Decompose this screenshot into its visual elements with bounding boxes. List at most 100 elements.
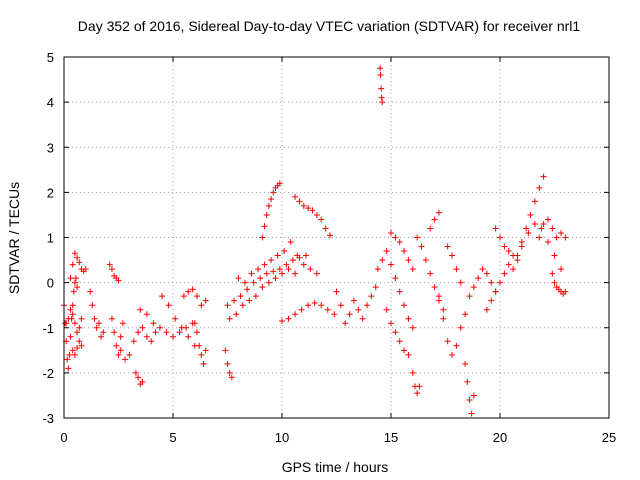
- data-point: [64, 356, 71, 363]
- data-point: [69, 261, 76, 268]
- data-point: [156, 324, 163, 331]
- data-point: [106, 261, 113, 268]
- tick-layer: 0 5 10 15 20 25 -3 -2 -1 0 1 2 3 4 5: [42, 50, 616, 445]
- y-tick-label: -3: [42, 411, 54, 426]
- x-tick-label: 5: [169, 430, 176, 445]
- data-point: [259, 234, 266, 241]
- data-point: [87, 288, 94, 295]
- data-point: [272, 275, 279, 282]
- data-point: [261, 223, 268, 230]
- data-point: [65, 365, 72, 372]
- data-point: [457, 279, 464, 286]
- data-point: [540, 220, 547, 227]
- data-point: [444, 338, 451, 345]
- series-arc-y: [388, 229, 416, 273]
- data-point: [466, 293, 473, 300]
- data-point: [497, 279, 503, 286]
- data-point: [263, 270, 270, 277]
- data-point: [350, 297, 357, 304]
- series-arc-b: [63, 306, 85, 336]
- data-point: [108, 266, 115, 273]
- data-point: [346, 311, 353, 318]
- series-arc-f: [106, 261, 122, 284]
- data-point: [305, 205, 312, 212]
- points-layer: [61, 65, 569, 417]
- series-arc-ad: [444, 243, 464, 286]
- series-arc-q: [235, 239, 320, 286]
- data-point: [518, 243, 525, 250]
- data-point: [405, 315, 412, 322]
- data-point: [74, 345, 81, 352]
- data-point: [379, 257, 386, 264]
- data-point: [440, 306, 447, 313]
- data-point: [71, 250, 78, 257]
- data-point: [544, 216, 551, 223]
- data-point: [401, 302, 408, 309]
- data-point: [488, 297, 495, 304]
- data-point: [95, 320, 102, 327]
- data-point: [76, 324, 83, 331]
- x-tick-label: 10: [275, 430, 289, 445]
- data-point: [470, 392, 477, 399]
- data-point: [470, 284, 477, 291]
- data-point: [549, 225, 556, 232]
- data-point: [322, 225, 329, 232]
- data-point: [198, 351, 205, 358]
- data-point: [396, 239, 403, 246]
- data-point: [244, 286, 251, 293]
- y-tick-label: 4: [47, 95, 54, 110]
- data-point: [505, 261, 512, 268]
- series-arc-e: [87, 288, 107, 340]
- data-point: [268, 196, 275, 203]
- series-arc-z: [409, 369, 423, 397]
- data-point: [226, 369, 233, 376]
- data-point: [457, 324, 464, 331]
- data-point: [268, 257, 275, 264]
- data-point: [233, 311, 240, 318]
- series-arc-ac: [435, 293, 469, 358]
- data-point: [405, 257, 412, 264]
- data-point: [65, 315, 72, 322]
- series-arc-i: [132, 369, 146, 388]
- series-arc-h: [117, 324, 159, 363]
- data-point: [279, 317, 285, 324]
- data-point: [108, 315, 115, 322]
- data-point: [143, 333, 150, 340]
- series-arc-r: [259, 180, 283, 241]
- data-point: [248, 270, 255, 277]
- series-arc-l: [180, 286, 209, 309]
- data-point: [378, 94, 385, 101]
- data-point: [185, 288, 192, 295]
- y-tick-label: -1: [42, 321, 54, 336]
- data-point: [193, 293, 200, 300]
- data-point: [309, 207, 316, 214]
- y-axis-label: SDTVAR / TECUs: [6, 182, 22, 294]
- data-point: [283, 261, 290, 268]
- series-arc-aa: [414, 234, 447, 313]
- data-point: [196, 342, 203, 349]
- data-point: [252, 293, 259, 300]
- data-point: [178, 324, 185, 331]
- data-point: [527, 211, 534, 218]
- data-point: [137, 306, 144, 313]
- data-point: [285, 266, 292, 273]
- data-point: [130, 338, 137, 345]
- data-point: [377, 65, 384, 72]
- data-point: [475, 275, 482, 282]
- data-point: [67, 275, 74, 282]
- series-arc-g: [108, 315, 126, 358]
- data-point: [285, 315, 292, 322]
- data-point: [466, 396, 473, 403]
- data-point: [296, 198, 303, 205]
- chart-title: Day 352 of 2016, Sidereal Day-to-day VTE…: [78, 18, 581, 34]
- data-point: [78, 315, 85, 322]
- y-tick-label: 2: [47, 185, 54, 200]
- data-point: [150, 320, 157, 327]
- data-point: [165, 302, 172, 309]
- series-arc-ai: [510, 173, 547, 273]
- series-arc-v: [377, 65, 386, 106]
- series-arc-p: [226, 266, 299, 322]
- data-point: [224, 302, 231, 309]
- data-point: [228, 374, 235, 381]
- data-point: [501, 270, 508, 277]
